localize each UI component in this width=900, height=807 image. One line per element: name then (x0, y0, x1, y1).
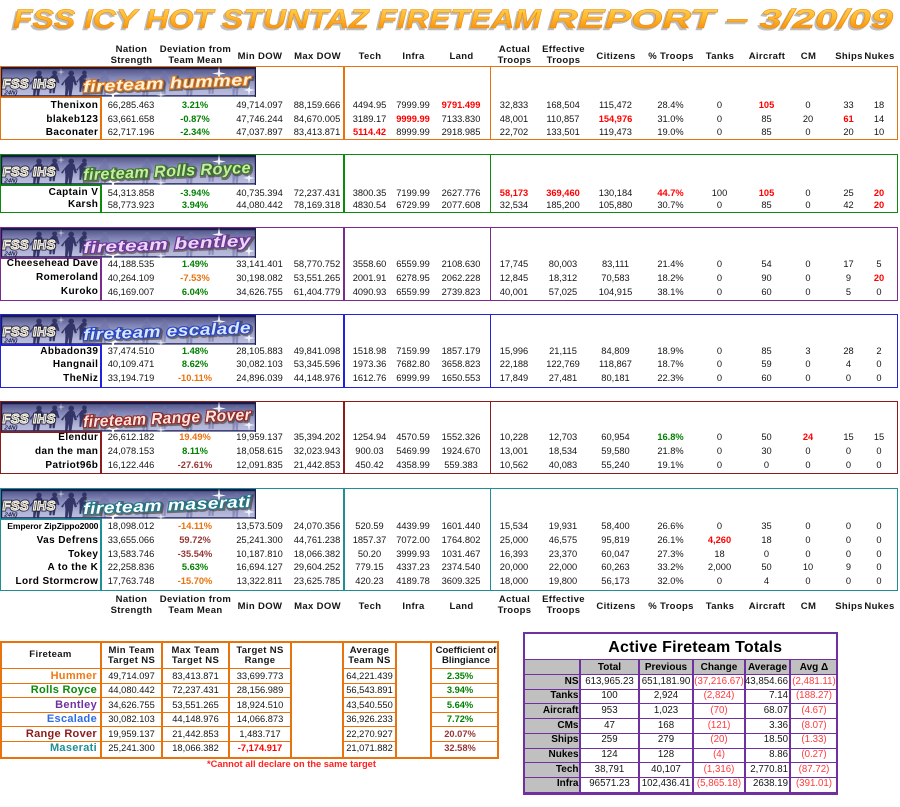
svg-text:FSS IHS: FSS IHS (2, 324, 57, 339)
svg-text:24N): 24N) (3, 338, 18, 344)
svg-text:24N): 24N) (3, 512, 18, 518)
svg-text:FSS IHS: FSS IHS (2, 76, 57, 91)
svg-text:FSS ICY HOT STUNTAZ FIRETEAM: FSS ICY HOT STUNTAZ FIRETEAM (13, 4, 542, 34)
svg-text:FSS IHS: FSS IHS (2, 411, 57, 426)
svg-text:REPORT – 3/20/09: REPORT – 3/20/09 (549, 4, 893, 34)
svg-text:FSS IHS: FSS IHS (2, 498, 57, 513)
svg-text:24N): 24N) (3, 90, 18, 96)
svg-text:FSS IHS: FSS IHS (2, 76, 57, 91)
svg-text:FSS IHS: FSS IHS (2, 237, 57, 252)
svg-text:FSS IHS: FSS IHS (2, 164, 57, 179)
svg-text:24N): 24N) (3, 251, 18, 257)
svg-text:FSS IHS: FSS IHS (2, 237, 57, 252)
svg-text:FSS IHS: FSS IHS (2, 324, 57, 339)
svg-text:24N): 24N) (3, 425, 18, 431)
svg-text:FSS IHS: FSS IHS (2, 164, 57, 179)
svg-text:FSS IHS: FSS IHS (2, 411, 57, 426)
svg-text:24N): 24N) (3, 179, 18, 185)
svg-text:FSS IHS: FSS IHS (2, 498, 57, 513)
